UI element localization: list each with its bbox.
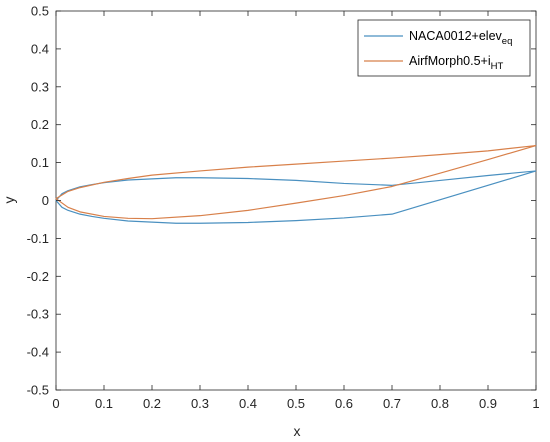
x-tick-label: 0.5 [287,396,305,411]
y-tick-label: -0.4 [27,345,49,360]
y-tick-label: 0.1 [31,155,49,170]
legend: NACA0012+eleveq AirfMorph0.5+iHT [357,19,531,77]
x-tick-label: 0.7 [383,396,401,411]
series-layer [55,144,537,224]
y-tick-label: 0.5 [31,4,49,19]
legend-sub-airfmorph: HT [491,61,504,72]
legend-name-naca0012: NACA0012+elev [409,29,503,43]
x-tick-label: 0.9 [479,396,497,411]
y-tick-label: -0.1 [27,231,49,246]
y-tick-label: 0.2 [31,117,49,132]
x-tick-label: 0 [52,396,59,411]
series-line-airfmorph [55,144,537,220]
y-tick-label: -0.3 [27,307,49,322]
legend-box [357,19,531,77]
y-tick-label: 0.3 [31,79,49,94]
x-tick-label: 0.6 [335,396,353,411]
x-tick-label: 0.4 [239,396,257,411]
y-axis-label: y [1,197,17,204]
x-axis-label: x [294,423,301,439]
ticks-layer [55,10,537,391]
x-tick-labels: 0 0.1 0.2 0.3 0.4 0.5 0.6 0.7 0.8 0.9 1 [52,396,539,411]
x-tick-label: 0.3 [191,396,209,411]
legend-sub-naca0012: eq [502,36,513,47]
series-line-naca0012 [55,170,537,224]
x-tick-label: 0.2 [143,396,161,411]
y-tick-label: 0.4 [31,41,49,56]
legend-label-airfmorph: AirfMorph0.5+iHT [409,54,504,72]
y-tick-label: -0.2 [27,269,49,284]
y-tick-label: -0.5 [27,383,49,398]
y-tick-labels: -0.5 -0.4 -0.3 -0.2 -0.1 0 0.1 0.2 0.3 0.4 0.5 [27,4,49,398]
y-tick-label: 0 [42,193,49,208]
x-tick-label: 1 [532,396,539,411]
legend-name-airfmorph: AirfMorph0.5+i [409,54,491,68]
legend-label-naca0012: NACA0012+eleveq [409,29,512,47]
x-tick-label: 0.8 [431,396,449,411]
x-tick-label: 0.1 [95,396,113,411]
